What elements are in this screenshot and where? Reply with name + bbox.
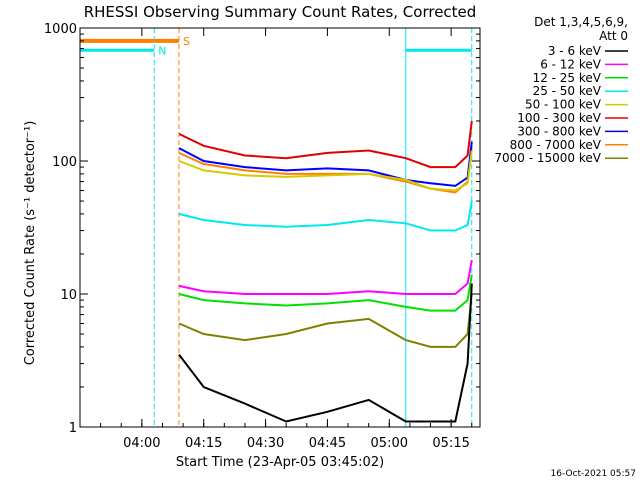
series-line-300-800-kev [178, 141, 473, 187]
x-tick-label: 04:45 [309, 436, 346, 451]
y-tick-label: 100 [52, 155, 77, 170]
legend-label-6-12-kev: 6 - 12 keV [540, 57, 602, 71]
series-line-6-12-kev [178, 259, 473, 295]
y-tick-label: 1 [69, 421, 77, 436]
flags-layer: NS [80, 35, 472, 57]
y-tick-label: 1000 [44, 22, 77, 37]
chart-title: RHESSI Observing Summary Count Rates, Co… [84, 3, 477, 21]
markers-layer [153, 28, 473, 427]
x-tick-label: 04:15 [185, 436, 222, 451]
legend-label-300-800-kev: 300 - 800 keV [517, 124, 601, 138]
series-line-7000-15000-kev [178, 293, 473, 348]
legend-label-100-300-kev: 100 - 300 keV [517, 111, 601, 125]
footer-timestamp: 16-Oct-2021 05:57 [551, 469, 636, 479]
legend-label-50-100-kev: 50 - 100 keV [525, 98, 602, 112]
legend-label-12-25-kev: 12 - 25 keV [533, 71, 602, 85]
axes-layer: 04:00 04:15 04:30 04:45 05:00 05:15 1 10 100 1000 [44, 22, 480, 451]
legend-header-line1: Det 1,3,4,5,6,9, [534, 15, 628, 29]
x-axis-label: Start Time (23-Apr-05 03:45:02) [176, 455, 384, 470]
series-layer [178, 120, 473, 423]
x-tick-label: 05:00 [371, 436, 408, 451]
x-tick-label: 04:30 [247, 436, 284, 451]
y-tick-label: 10 [60, 288, 77, 303]
series-line-50-100-kev [178, 150, 473, 192]
legend-label-7000-15000-kev: 7000 - 15000 keV [494, 151, 601, 165]
series-line-25-50-kev [178, 200, 473, 232]
flag-s-label: S [183, 35, 190, 48]
legend-label-800-7000-kev: 800 - 7000 keV [510, 138, 602, 152]
legend-label-25-50-kev: 25 - 50 keV [533, 84, 602, 98]
series-line-12-25-kev [178, 274, 473, 312]
flag-n-label: N [158, 44, 166, 57]
series-line-100-300-kev [178, 120, 473, 169]
plot-frame [79, 27, 481, 428]
y-axis-label: Corrected Count Rate (s⁻¹ detector⁻¹) [23, 121, 38, 366]
x-tick-label: 04:00 [123, 436, 160, 451]
legend-header-line2: Att 0 [599, 29, 628, 43]
legend-label-3-6-kev: 3 - 6 keV [548, 44, 602, 58]
series-line-3-6-kev [178, 283, 473, 423]
x-tick-label: 05:15 [432, 436, 469, 451]
